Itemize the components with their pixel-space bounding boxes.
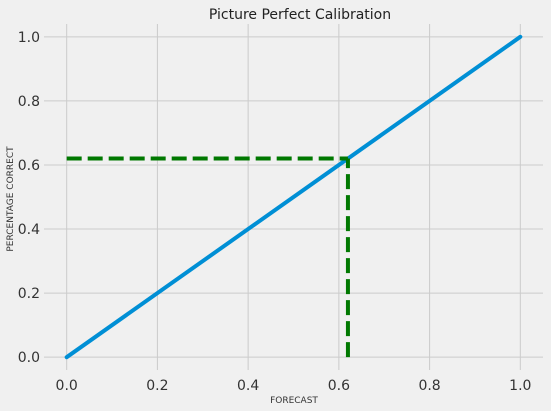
y-tick-label: 0.0 (18, 350, 40, 366)
grid (44, 24, 543, 370)
x-tick-label: 0.6 (328, 378, 350, 394)
y-tick-label: 1.0 (18, 30, 40, 46)
calibration-line (64, 34, 523, 360)
y-tick-label: 0.8 (18, 94, 40, 110)
x-tick-label: 1.0 (509, 378, 531, 394)
y-axis-label: PERCENTAGE CORRECT (6, 146, 16, 252)
series-layer (64, 34, 523, 360)
y-tick-label: 0.6 (18, 158, 40, 174)
x-tick-label: 0.8 (418, 378, 440, 394)
y-tick-label: 0.4 (18, 222, 40, 238)
tick-labels: 0.0 0.2 0.4 0.6 0.8 1.0 0.0 0.2 0.4 0.6 0.8 1.0 (18, 30, 532, 394)
y-tick-label: 0.2 (18, 286, 40, 302)
chart-title: Picture Perfect Calibration (209, 7, 391, 23)
x-tick-label: 0.2 (146, 378, 168, 394)
x-tick-label: 0.4 (237, 378, 259, 394)
x-tick-label: 0.0 (56, 378, 78, 394)
x-axis-label: FORECAST (270, 396, 318, 406)
